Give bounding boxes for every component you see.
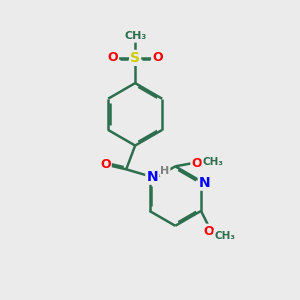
Text: O: O [100, 158, 111, 171]
Text: O: O [152, 51, 163, 64]
Text: O: O [191, 157, 202, 170]
Text: CH₃: CH₃ [214, 231, 235, 241]
Text: CH₃: CH₃ [202, 157, 224, 167]
Text: CH₃: CH₃ [124, 32, 146, 41]
Text: N: N [199, 176, 210, 190]
Text: H: H [160, 166, 170, 176]
Text: N: N [146, 170, 158, 184]
Text: O: O [203, 225, 214, 238]
Text: S: S [130, 51, 140, 65]
Text: O: O [107, 51, 118, 64]
